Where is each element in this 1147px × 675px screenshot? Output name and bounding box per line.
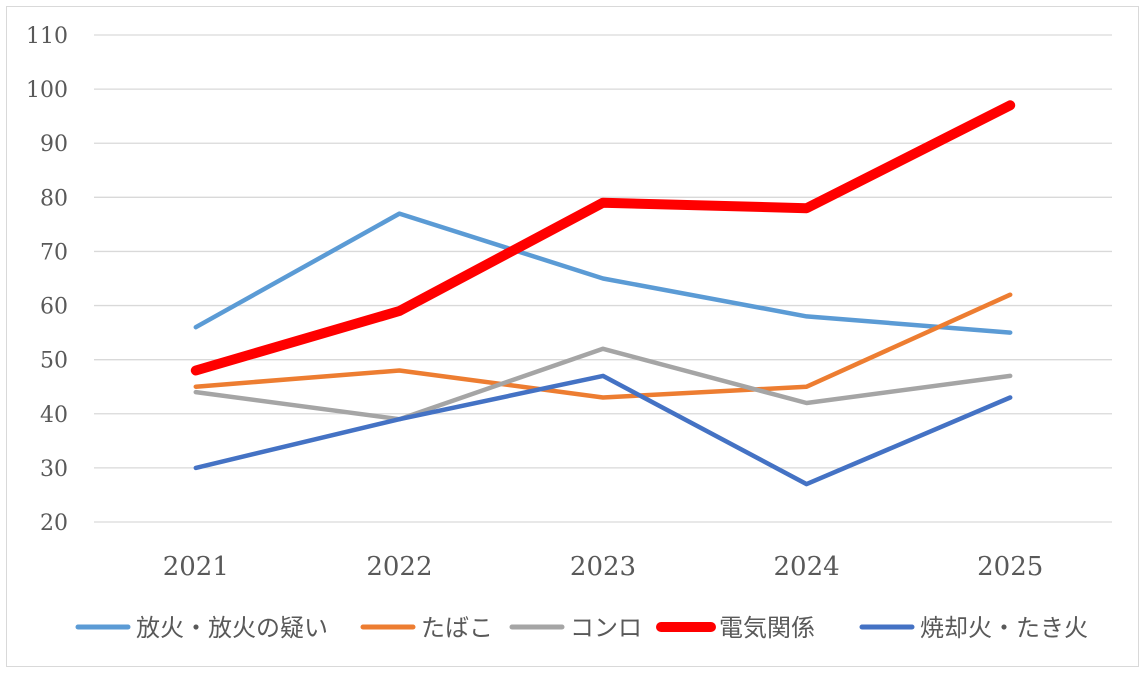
- series-line: [193, 346, 1013, 422]
- legend: 放火・放火の疑い たばこ コンロ 電気関係 焼却火・たき火: [75, 614, 1088, 642]
- y-tick-label: 50: [40, 349, 68, 374]
- y-tick-label: 20: [40, 511, 68, 536]
- y-axis-ticks: 20 30 40 50 60 70 80 90 100 110: [26, 24, 68, 536]
- legend-label: たばこ: [421, 614, 493, 642]
- x-tick-label: 2025: [977, 552, 1043, 582]
- y-tick-label: 100: [26, 78, 68, 103]
- x-axis-ticks: 2021 2022 2023 2024 2025: [163, 552, 1044, 582]
- y-tick-label: 110: [26, 24, 68, 49]
- x-tick-label: 2024: [774, 552, 840, 582]
- series-lines: [190, 100, 1016, 487]
- chart-frame: [6, 6, 1139, 667]
- legend-label: コンロ: [570, 614, 642, 642]
- y-tick-label: 60: [40, 295, 68, 320]
- series-line: [193, 292, 1013, 400]
- legend-label: 電気関係: [719, 614, 815, 642]
- y-tick-label: 90: [40, 132, 68, 157]
- x-tick-label: 2022: [366, 552, 432, 582]
- x-tick-label: 2021: [163, 552, 229, 582]
- series-line: [193, 373, 1013, 487]
- series-line: [193, 211, 1013, 335]
- gridlines: [94, 34, 1112, 523]
- y-tick-label: 30: [40, 457, 68, 482]
- x-tick-label: 2023: [570, 552, 636, 582]
- y-tick-label: 70: [40, 240, 68, 265]
- series-line: [190, 100, 1016, 376]
- legend-label: 放火・放火の疑い: [136, 614, 328, 642]
- y-tick-label: 80: [40, 186, 68, 211]
- legend-label: 焼却火・たき火: [920, 614, 1088, 642]
- y-tick-label: 40: [40, 403, 68, 428]
